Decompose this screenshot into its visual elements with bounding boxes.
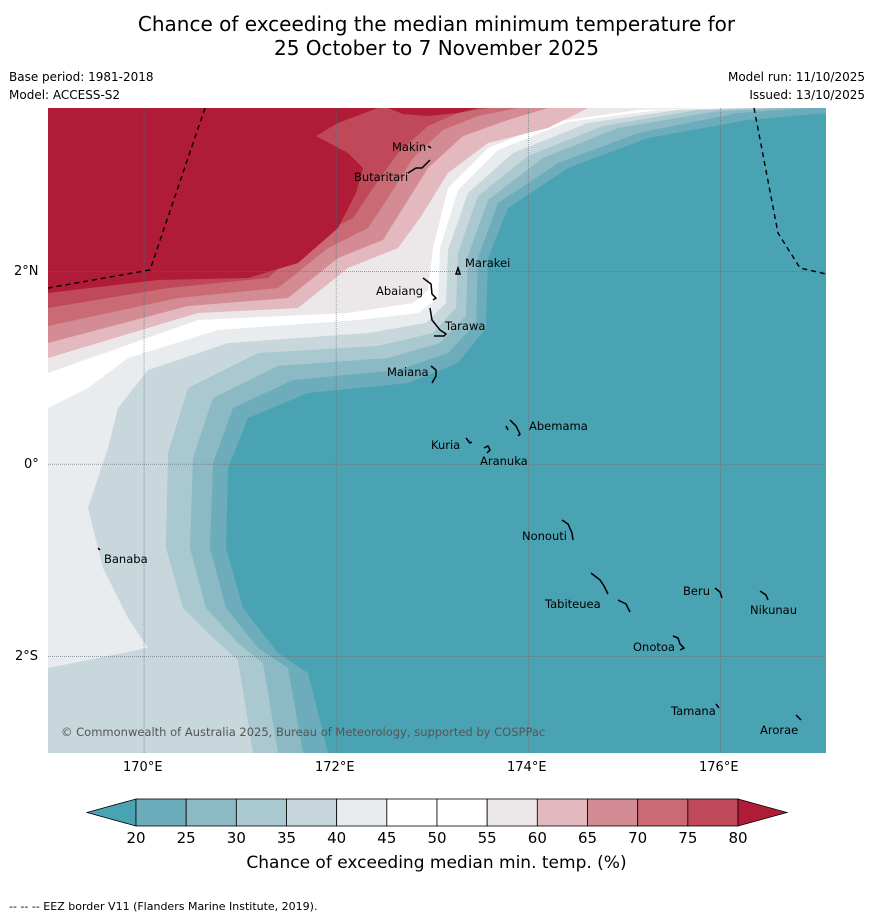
lon-tick-174e: 174°E bbox=[507, 760, 547, 775]
island-makin bbox=[427, 145, 432, 149]
colorbar-cell bbox=[185, 798, 237, 827]
place-label-aranuka: Aranuka bbox=[480, 454, 528, 468]
island-tamana bbox=[715, 703, 720, 709]
place-label-beru: Beru bbox=[683, 584, 710, 598]
colorbar-cell bbox=[386, 798, 438, 827]
place-label-maiana: Maiana bbox=[387, 365, 429, 379]
colorbar-tick-label: 65 bbox=[577, 829, 598, 847]
contour-band-above-80 bbox=[48, 108, 378, 293]
island-marakei bbox=[454, 265, 462, 275]
issued-date: Issued: 13/10/2025 bbox=[749, 88, 865, 102]
place-labels: Makin Butaritari Marakei Abaiang Tarawa … bbox=[104, 140, 798, 737]
base-period: Base period: 1981-2018 bbox=[9, 70, 154, 84]
island-abaiang bbox=[422, 277, 438, 301]
colorbar-tick-label: 40 bbox=[327, 829, 347, 847]
copyright-notice: © Commonwealth of Australia 2025, Bureau… bbox=[61, 725, 545, 739]
islands bbox=[97, 145, 802, 721]
graticule bbox=[48, 108, 826, 753]
colorbar-tick-label: 80 bbox=[728, 829, 748, 847]
eez-footnote: -- -- -- EEZ border V11 (Flanders Marine… bbox=[9, 900, 318, 913]
title-line-2: 25 October to 7 November 2025 bbox=[273, 36, 600, 60]
colorbar-tick-label: 45 bbox=[377, 829, 397, 847]
island-arorae bbox=[795, 714, 802, 721]
colorbar-tick-label: 25 bbox=[176, 829, 196, 847]
place-label-kuria: Kuria bbox=[431, 438, 460, 452]
island-banaba bbox=[97, 547, 101, 551]
place-label-makin: Makin bbox=[392, 140, 426, 154]
place-label-tabiteuea: Tabiteuea bbox=[544, 597, 601, 611]
colorbar-tick-label: 55 bbox=[477, 829, 497, 847]
place-label-arorae: Arorae bbox=[760, 723, 798, 737]
place-label-abemama: Abemama bbox=[529, 419, 588, 433]
island-beru bbox=[714, 587, 723, 599]
island-kuria bbox=[465, 437, 473, 444]
colorbar-tick-label: 50 bbox=[427, 829, 447, 847]
island-nikunau bbox=[759, 590, 769, 601]
eez-border-west bbox=[48, 108, 206, 289]
colorbar-extend-high bbox=[737, 798, 788, 827]
island-tarawa bbox=[429, 307, 448, 337]
colorbar-cell bbox=[235, 798, 287, 827]
place-label-nikunau: Nikunau bbox=[750, 603, 797, 617]
contour-field bbox=[48, 108, 826, 753]
lon-tick-172e: 172°E bbox=[315, 760, 355, 775]
colorbar-cell bbox=[336, 798, 388, 827]
colorbar-tick-label: 70 bbox=[628, 829, 648, 847]
colorbar-cell bbox=[637, 798, 689, 827]
island-tabiteuea bbox=[590, 572, 631, 613]
island-onotoa bbox=[672, 635, 686, 651]
colorbar-title: Chance of exceeding median min. temp. (%… bbox=[246, 853, 627, 873]
lat-tick-0: 0° bbox=[24, 457, 39, 472]
probability-map: Makin Butaritari Marakei Abaiang Tarawa … bbox=[48, 108, 826, 753]
colorbar-tick-label: 60 bbox=[527, 829, 547, 847]
colorbar-cell bbox=[587, 798, 639, 827]
colorbar-cell bbox=[486, 798, 538, 827]
colorbar-tick-label: 30 bbox=[226, 829, 246, 847]
colorbar-extend-low bbox=[86, 798, 137, 827]
colorbar-cells bbox=[135, 798, 739, 827]
island-aranuka bbox=[483, 444, 491, 454]
place-label-tamana: Tamana bbox=[670, 704, 716, 718]
chart-title: Chance of exceeding the median minimum t… bbox=[0, 12, 873, 60]
eez-border-east bbox=[753, 108, 826, 275]
lat-tick-2s: 2°S bbox=[15, 649, 39, 664]
colorbar bbox=[86, 798, 788, 827]
place-label-nonouti: Nonouti bbox=[522, 529, 567, 543]
colorbar-cell bbox=[687, 798, 739, 827]
title-line-1: Chance of exceeding the median minimum t… bbox=[137, 12, 736, 36]
colorbar-cell bbox=[286, 798, 338, 827]
model-run: Model run: 11/10/2025 bbox=[727, 70, 865, 84]
lon-tick-176e: 176°E bbox=[699, 760, 739, 775]
colorbar-cell bbox=[135, 798, 187, 827]
island-maiana bbox=[430, 365, 437, 384]
colorbar-tick-label: 75 bbox=[678, 829, 698, 847]
place-label-abaiang: Abaiang bbox=[376, 284, 423, 298]
colorbar-tick-label: 20 bbox=[126, 829, 146, 847]
place-label-banaba: Banaba bbox=[104, 552, 148, 566]
colorbar-cell bbox=[436, 798, 488, 827]
colorbar-cell bbox=[536, 798, 588, 827]
place-label-butaritari: Butaritari bbox=[354, 170, 408, 184]
place-label-marakei: Marakei bbox=[465, 256, 510, 270]
model-name: Model: ACCESS-S2 bbox=[9, 88, 121, 102]
island-nonouti bbox=[561, 519, 574, 541]
island-butaritari bbox=[407, 159, 431, 174]
lat-tick-2n: 2°N bbox=[14, 264, 39, 279]
eez-borders bbox=[48, 108, 826, 289]
place-label-tarawa: Tarawa bbox=[444, 319, 485, 333]
lon-tick-170e: 170°E bbox=[123, 760, 163, 775]
contour-band-above-80-north bbox=[388, 108, 478, 116]
place-label-onotoa: Onotoa bbox=[633, 640, 675, 654]
colorbar-tick-label: 35 bbox=[276, 829, 297, 847]
island-abemama bbox=[505, 419, 521, 437]
